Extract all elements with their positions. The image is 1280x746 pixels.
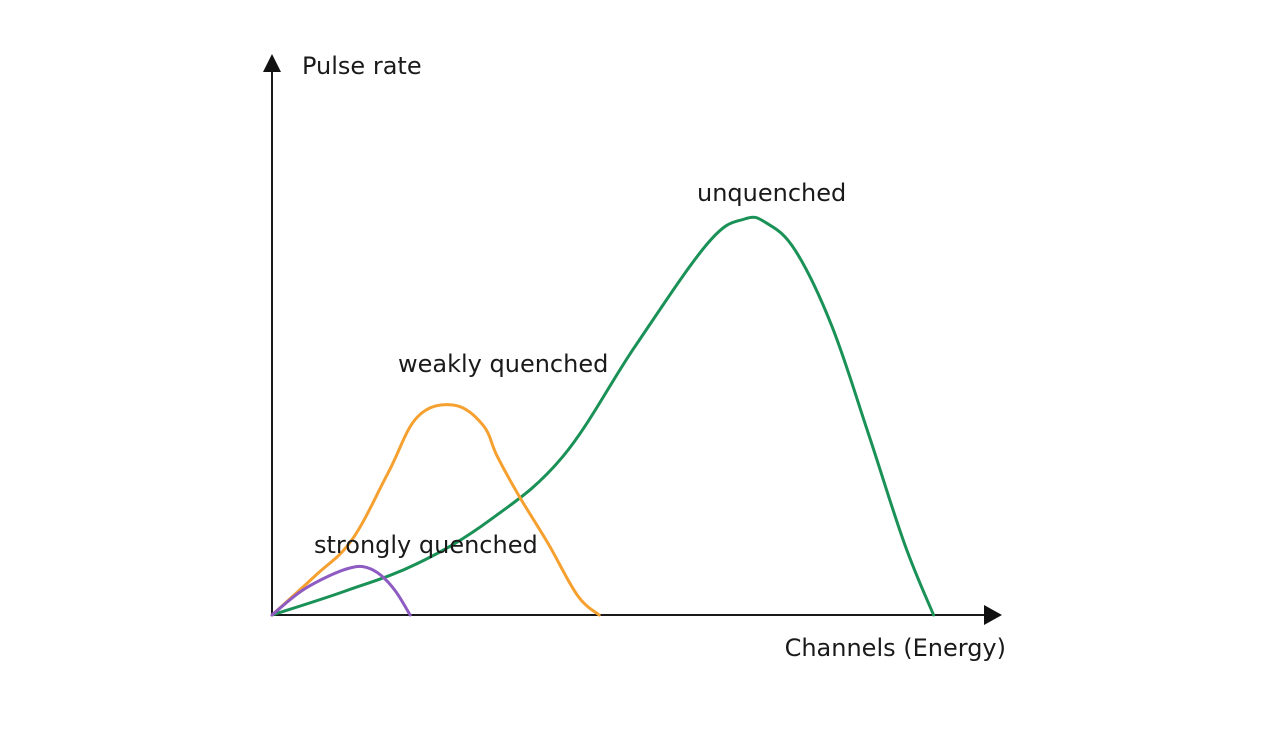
y-axis-arrow-icon: [263, 54, 281, 72]
series-label-unquenched: unquenched: [697, 179, 846, 207]
series-label-weakly-quenched: weakly quenched: [398, 350, 608, 378]
y-axis-label: Pulse rate: [302, 52, 422, 80]
series-line-unquenched: [270, 215, 936, 617]
x-axis-label: Channels (Energy): [785, 634, 1006, 662]
series-line-weakly-quenched: [270, 403, 601, 617]
series-curves: [270, 215, 936, 617]
axes: [263, 54, 1002, 625]
series-label-strongly-quenched: strongly quenched: [314, 531, 538, 559]
series-line-strongly-quenched: [270, 564, 412, 617]
x-axis-arrow-icon: [984, 605, 1002, 625]
